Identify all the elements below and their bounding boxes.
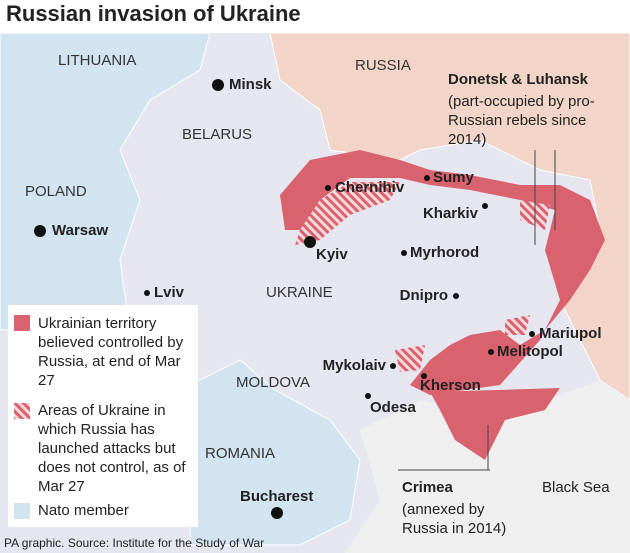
- attack-area: [295, 182, 400, 245]
- city-dot: [365, 393, 371, 399]
- city-dot: [304, 236, 316, 248]
- crimea: [430, 388, 560, 460]
- country-label: ROMANIA: [205, 445, 275, 462]
- occupied-area: [280, 150, 605, 395]
- sea-label: Black Sea: [542, 479, 610, 496]
- city-label: Warsaw: [52, 222, 108, 239]
- source: PA graphic. Source: Institute for the St…: [4, 536, 265, 550]
- country-label: BELARUS: [182, 126, 252, 143]
- city-dot: [453, 293, 459, 299]
- city-dot: [421, 373, 427, 379]
- city-dot: [212, 79, 224, 91]
- country-label: RUSSIA: [355, 57, 411, 74]
- city-dot: [401, 250, 407, 256]
- city-label: Dnipro: [400, 287, 448, 304]
- city-dot: [390, 363, 396, 369]
- romania: [189, 359, 361, 546]
- country-label: POLAND: [25, 183, 87, 200]
- city-label: Melitopol: [497, 343, 563, 360]
- attack-area: [395, 345, 425, 372]
- legend-text: Nato member: [38, 502, 129, 519]
- city-label: Mariupol: [539, 325, 602, 342]
- legend-text: Areas of Ukraine in which Russia has lau…: [38, 402, 186, 495]
- city-dot: [144, 290, 150, 296]
- city-label: Lviv: [154, 284, 185, 301]
- annotation-title: Crimea: [402, 479, 453, 496]
- attack-area: [505, 315, 530, 335]
- city-label: Odesa: [370, 399, 417, 416]
- city-dot: [34, 225, 46, 237]
- country-label: UKRAINE: [266, 284, 333, 301]
- country-label: MOLDOVA: [236, 374, 310, 391]
- legend-swatch: [14, 315, 30, 331]
- city-label: Minsk: [229, 76, 272, 93]
- legend-swatch: [14, 403, 30, 419]
- legend-text: Ukrainian territory believed controlled …: [38, 315, 184, 389]
- city-dot: [529, 331, 535, 337]
- city-dot: [482, 203, 488, 209]
- legend-box: [8, 305, 198, 527]
- city-label: Kyiv: [316, 246, 348, 263]
- annotation-text: (part-occupied by pro-Russian rebels sin…: [448, 93, 595, 148]
- city-dot: [424, 175, 430, 181]
- title: Russian invasion of Ukraine: [6, 1, 301, 26]
- city-dot: [271, 507, 283, 519]
- city-label: Kherson: [420, 377, 481, 394]
- city-label: Kharkiv: [423, 205, 479, 222]
- city-dot: [488, 349, 494, 355]
- city-label: Bucharest: [240, 488, 313, 505]
- country-label: LITHUANIA: [58, 52, 136, 69]
- legend-swatch: [14, 503, 30, 519]
- city-dot: [325, 185, 331, 191]
- annotation-text: (annexed by Russia in 2014): [402, 501, 507, 537]
- city-label: Chernihiv: [335, 179, 405, 196]
- city-label: Sumy: [433, 169, 475, 186]
- annotation-title: Donetsk & Luhansk: [448, 71, 589, 88]
- city-label: Mykolaiv: [323, 357, 387, 374]
- city-label: Myrhorod: [410, 244, 479, 261]
